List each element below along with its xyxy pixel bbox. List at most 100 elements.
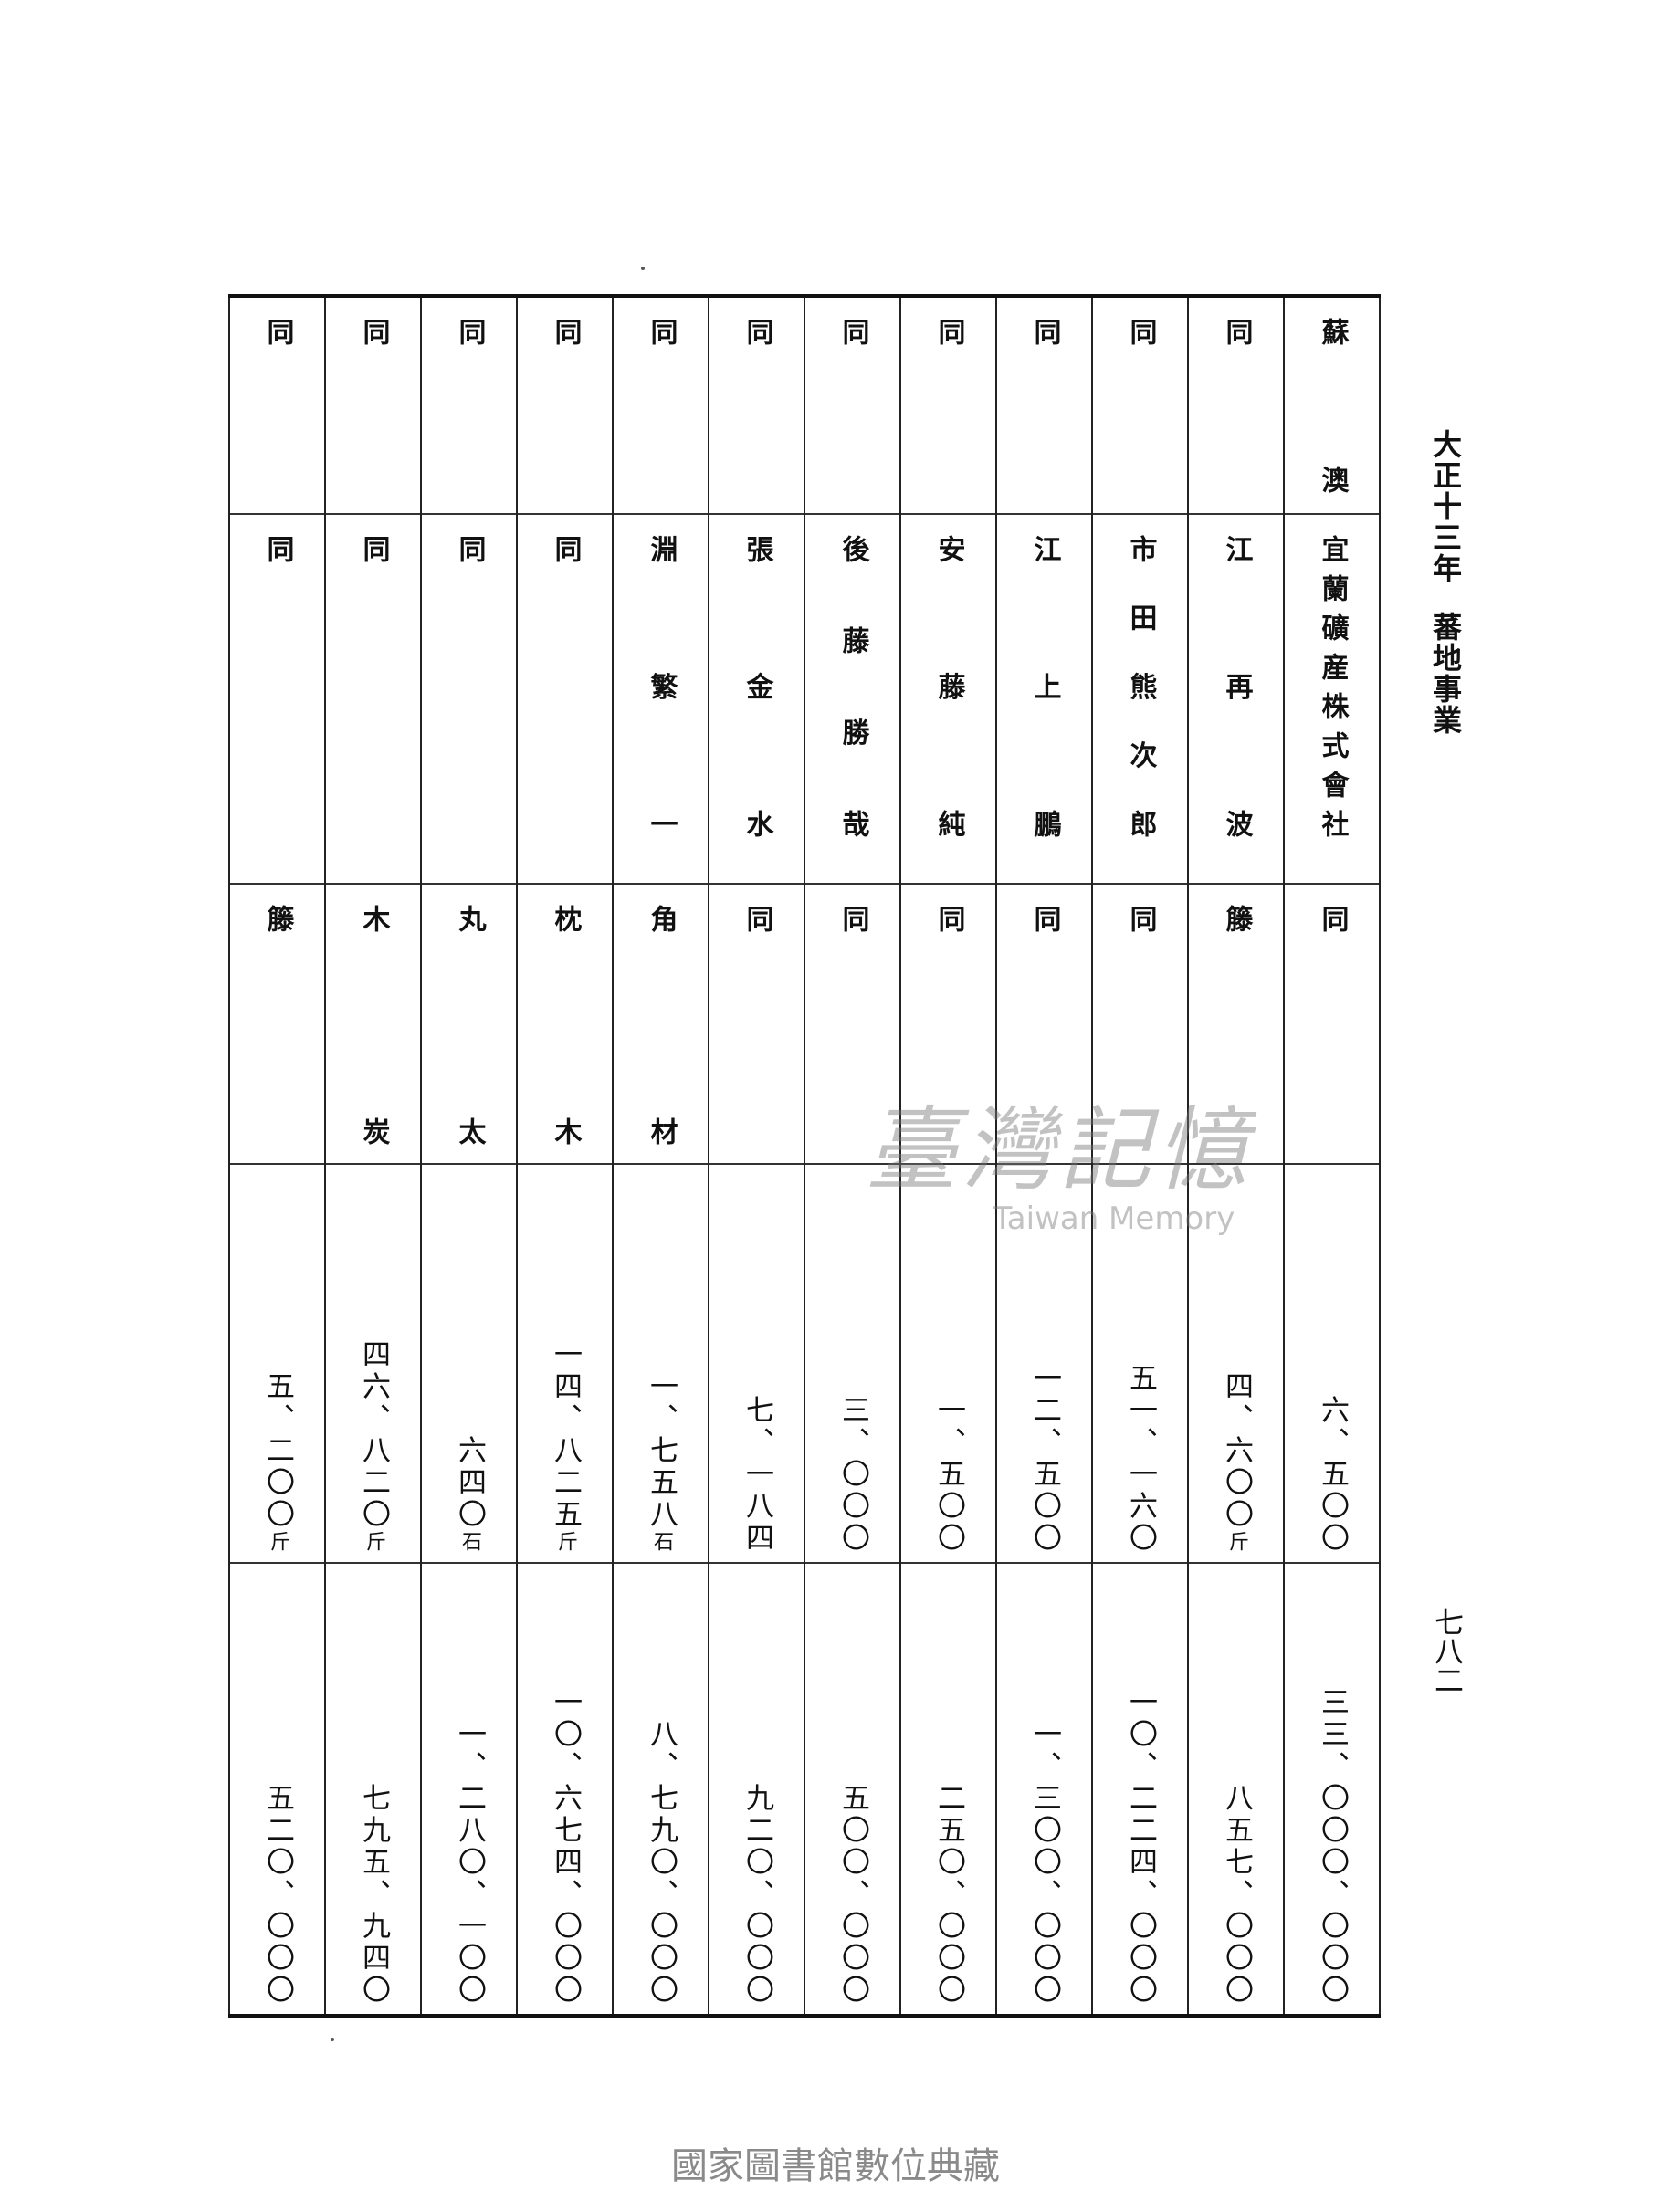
place-name-cell: 同 [1093,298,1187,515]
table-column: 同淵繁一角材一、七五八石八、七九〇、〇〇〇 [612,298,708,2014]
product-name: 同 [836,905,869,932]
quantity-value: 四、六〇〇 [1220,1371,1253,1531]
amount-value: 八、七九〇、〇〇〇 [645,1719,678,2007]
place-name: 同 [645,318,678,345]
footer-credit: 國家圖書館數位典藏 [671,2145,1000,2187]
person-name: 同 [357,535,390,562]
person-name-cell: 宜蘭礦産株式會社 [1285,515,1379,885]
quantity-value-cell: 一四、八二五斤 [518,1165,612,1564]
quantity-value: 六四〇 [453,1435,486,1531]
table-column: 同同枕木 一四、八二五斤 一〇、六七四、〇〇〇 [516,298,612,2014]
person-name-cell: 同 [518,515,612,885]
person-name-cell: 江再波 [1189,515,1283,885]
running-header: 大正十三年蕃地事業 [1424,429,1466,736]
product-name-cell: 同 [901,885,995,1165]
unit-label: 石 [458,1531,481,1555]
amount-value: 一〇、六七四、〇〇〇 [549,1687,582,2007]
person-name: 淵繁一 [645,535,678,837]
unit-label: 斤 [1225,1531,1248,1555]
place-name: 同 [549,318,582,345]
product-name-cell: 籐 [1189,885,1283,1165]
amount-value-cell: 一〇、二二四、〇〇〇 [1093,1564,1187,2014]
watermark-cn: 臺灣記憶 [866,1096,1253,1203]
place-name: 同 [932,318,965,345]
place-name-cell: 同 [326,298,420,515]
table-column: 同江上鵬同一二、五〇〇 一、三〇〇、〇〇〇 [995,298,1091,2014]
person-name: 江再波 [1220,535,1253,837]
unit-label: 斤 [554,1531,577,1555]
person-name: 宜蘭礦産株式會社 [1316,535,1349,837]
product-name-cell: 同 [997,885,1091,1165]
unit-label: 石 [650,1531,673,1555]
amount-value: 五二〇、〇〇〇 [261,1783,294,2007]
amount-value-cell: 三三、〇〇〇、〇〇〇 [1285,1564,1379,2014]
person-name: 安藤純 [932,535,965,837]
quantity-value-cell: 六四〇石 [422,1165,516,1564]
product-name: 丸太 [453,905,486,1145]
product-name-cell: 同 [1093,885,1187,1165]
quantity-value: 一二、五〇〇 [1028,1363,1061,1555]
product-name-cell: 籐 [230,885,324,1165]
quantity-value: 五、二〇〇 [261,1371,294,1531]
place-name: 同 [261,318,294,345]
person-name: 市田熊次郎 [1124,535,1157,837]
amount-value: 一、三〇〇、〇〇〇 [1028,1719,1061,2007]
amount-value-cell: 七九五、九四〇 [326,1564,420,2014]
quantity-value-cell: 一二、五〇〇 [997,1165,1091,1564]
quantity-value-cell: 五、二〇〇斤 [230,1165,324,1564]
product-name: 籐 [1220,905,1253,932]
amount-value: 二五〇、〇〇〇 [932,1783,965,2007]
person-name-cell: 同 [422,515,516,885]
quantity-value: 五一、一六〇 [1124,1363,1157,1555]
place-name: 同 [1028,318,1061,345]
amount-value: 五〇〇、〇〇〇 [836,1783,869,2007]
product-name-cell: 木炭 [326,885,420,1165]
product-name: 角材 [645,905,678,1145]
person-name-cell: 張金水 [709,515,804,885]
quantity-value: 一、七五八 [645,1371,678,1531]
person-name-cell: 同 [230,515,324,885]
place-name: 同 [1220,318,1253,345]
product-name-cell: 丸太 [422,885,516,1165]
amount-value-cell: 一、二八〇、一〇〇 [422,1564,516,2014]
amount-value: 一〇、二二四、〇〇〇 [1124,1687,1157,2007]
product-name-cell: 角材 [614,885,708,1165]
amount-value-cell: 五〇〇、〇〇〇 [805,1564,899,2014]
place-name-cell: 同 [614,298,708,515]
product-name-cell: 同 [709,885,804,1165]
amount-value-cell: 二五〇、〇〇〇 [901,1564,995,2014]
table-column: 同江再波籐四、六〇〇斤八五七、〇〇〇 [1187,298,1283,2014]
table-column: 同同木炭 四六、八二〇斤 七九五、九四〇 [324,298,420,2014]
product-name: 同 [1028,905,1061,932]
table-column: 同同籐五、二〇〇斤 五二〇、〇〇〇 [228,298,324,2014]
amount-value: 三三、〇〇〇、〇〇〇 [1316,1687,1349,2007]
amount-value-cell: 九二〇、〇〇〇 [709,1564,804,2014]
table-column: 同張金水同七、一八四 九二〇、〇〇〇 [708,298,804,2014]
watermark-logo: 臺灣記憶 Taiwan Memory [826,1100,1292,1255]
place-name: 同 [836,318,869,345]
person-name-cell: 江上鵬 [997,515,1091,885]
place-name: 同 [1124,318,1157,345]
product-name: 同 [1124,905,1157,932]
amount-value: 九二〇、〇〇〇 [741,1783,773,2007]
place-name: 同 [357,318,390,345]
person-name: 同 [549,535,582,562]
amount-value: 八五七、〇〇〇 [1220,1783,1253,2007]
product-name-cell: 同 [1285,885,1379,1165]
person-name-cell: 安藤純 [901,515,995,885]
person-name-cell: 同 [326,515,420,885]
amount-value-cell: 一、三〇〇、〇〇〇 [997,1564,1091,2014]
table-column: 同後藤勝哉同三、〇〇〇 五〇〇、〇〇〇 [804,298,899,2014]
amount-value-cell: 五二〇、〇〇〇 [230,1564,324,2014]
quantity-value: 四六、八二〇 [357,1339,390,1531]
place-name-cell: 同 [709,298,804,515]
person-name: 同 [453,535,486,562]
place-name-cell: 蘇澳 [1285,298,1379,515]
quantity-value-cell: 一、五〇〇 [901,1165,995,1564]
product-name: 籐 [261,905,294,932]
place-name-cell: 同 [422,298,516,515]
place-name-cell: 同 [1189,298,1283,515]
amount-value-cell: 八、七九〇、〇〇〇 [614,1564,708,2014]
quantity-value: 六、五〇〇 [1316,1395,1349,1555]
amount-value-cell: 八五七、〇〇〇 [1189,1564,1283,2014]
